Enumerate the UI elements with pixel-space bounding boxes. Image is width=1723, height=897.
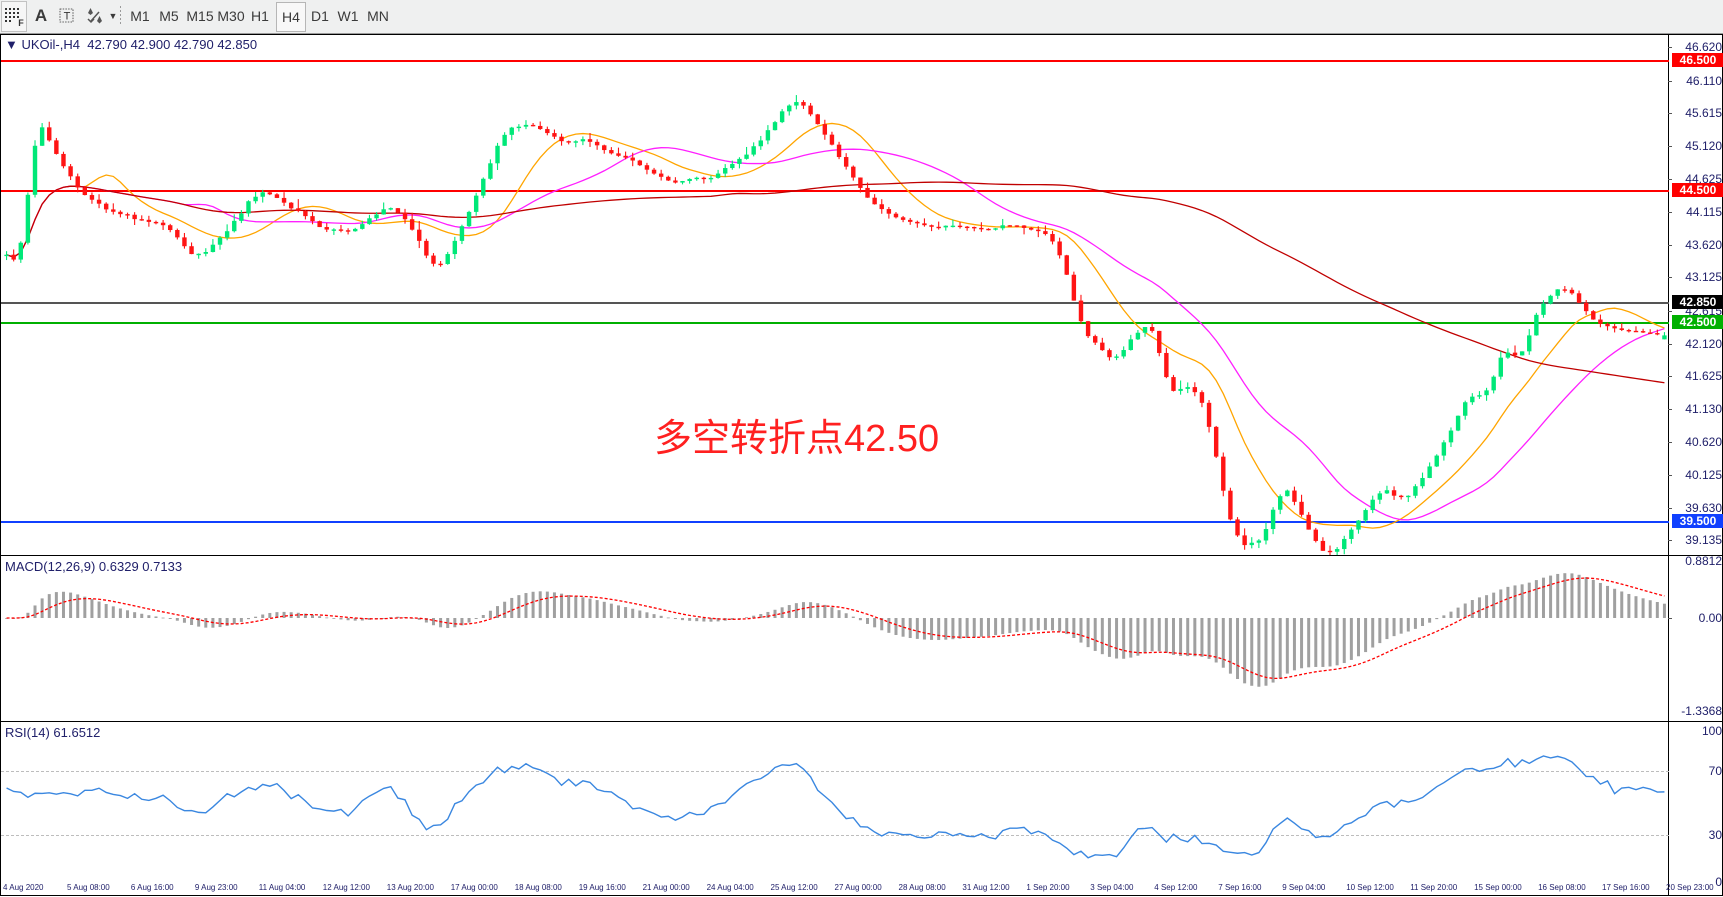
svg-text:F: F (18, 18, 24, 27)
svg-text:T: T (64, 11, 71, 23)
